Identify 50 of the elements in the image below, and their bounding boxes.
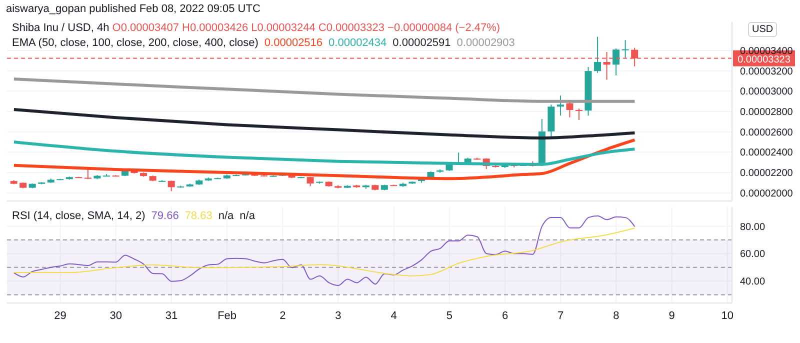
y-tick-label: 80.00 xyxy=(740,222,766,233)
y-tick-label: 0.00002000 xyxy=(740,188,794,200)
x-tick-label: 6 xyxy=(502,310,508,322)
x-tick-label: 8 xyxy=(613,310,620,322)
candlestick xyxy=(575,108,582,121)
candlestick xyxy=(168,180,175,192)
text: aiswarya_gopan published Feb 08, 2022 09:05 UTC xyxy=(6,3,260,15)
annotation: 78.63 xyxy=(184,210,212,222)
x-tick-label: 2 xyxy=(280,310,286,322)
annotation: 0.00002903 xyxy=(456,37,515,49)
chart-title: RSI (14, close, SMA, 14, 2) xyxy=(12,210,146,222)
y-tick-label: 0.00003200 xyxy=(740,66,794,78)
x-tick-label: Feb xyxy=(218,310,237,322)
text: USD xyxy=(748,22,778,37)
ref-line-label: 0.00003323 xyxy=(738,54,791,66)
line-series xyxy=(12,77,636,103)
y-tick-label: 0.00002600 xyxy=(740,127,794,138)
x-tick-label: 7 xyxy=(558,310,564,322)
y-tick-label: 0.00003000 xyxy=(740,86,794,98)
annotation: 0.00002434 xyxy=(328,37,387,49)
candlestick xyxy=(556,95,564,116)
annotation: n/a xyxy=(218,210,234,222)
x-tick-label: 4 xyxy=(390,310,397,322)
annotation: O0.00003407 H0.00003426 L0.00003244 C0.00003323 −0.00000084 (−2.47%) xyxy=(112,22,500,34)
y-tick-label: 0.00002200 xyxy=(740,168,794,180)
annotation: 0.00002516 xyxy=(264,37,323,49)
line-series xyxy=(13,228,636,276)
x-tick-label: 5 xyxy=(446,310,452,322)
annotation: n/a xyxy=(240,210,255,222)
line-series xyxy=(12,140,636,166)
x-tick-label: 29 xyxy=(54,310,66,322)
x-tick-label: 3 xyxy=(335,310,342,322)
annotation: 79.66 xyxy=(151,210,179,222)
y-tick-label: 40.00 xyxy=(740,276,766,288)
x-tick-label: 10 xyxy=(721,310,734,322)
annotation: 0.00002591 xyxy=(392,37,451,49)
y-tick-label: 0.00002800 xyxy=(740,107,794,118)
candlestick xyxy=(612,48,620,76)
line-series xyxy=(12,108,636,140)
x-tick-label: 9 xyxy=(668,310,675,322)
y-tick-label: 0.00002400 xyxy=(740,148,794,159)
line-series xyxy=(12,138,636,180)
x-tick-label: 31 xyxy=(165,310,178,322)
candlestick xyxy=(622,40,629,60)
candlestick xyxy=(566,102,574,118)
y-tick-label: 60.00 xyxy=(740,249,766,260)
x-tick-label: 30 xyxy=(110,310,122,322)
chart-title: Shiba Inu / USD, 4h xyxy=(12,22,110,34)
annotation: EMA (50, close, 100, close, 200, close, 400, close) xyxy=(12,37,258,49)
candlestick xyxy=(594,36,602,74)
